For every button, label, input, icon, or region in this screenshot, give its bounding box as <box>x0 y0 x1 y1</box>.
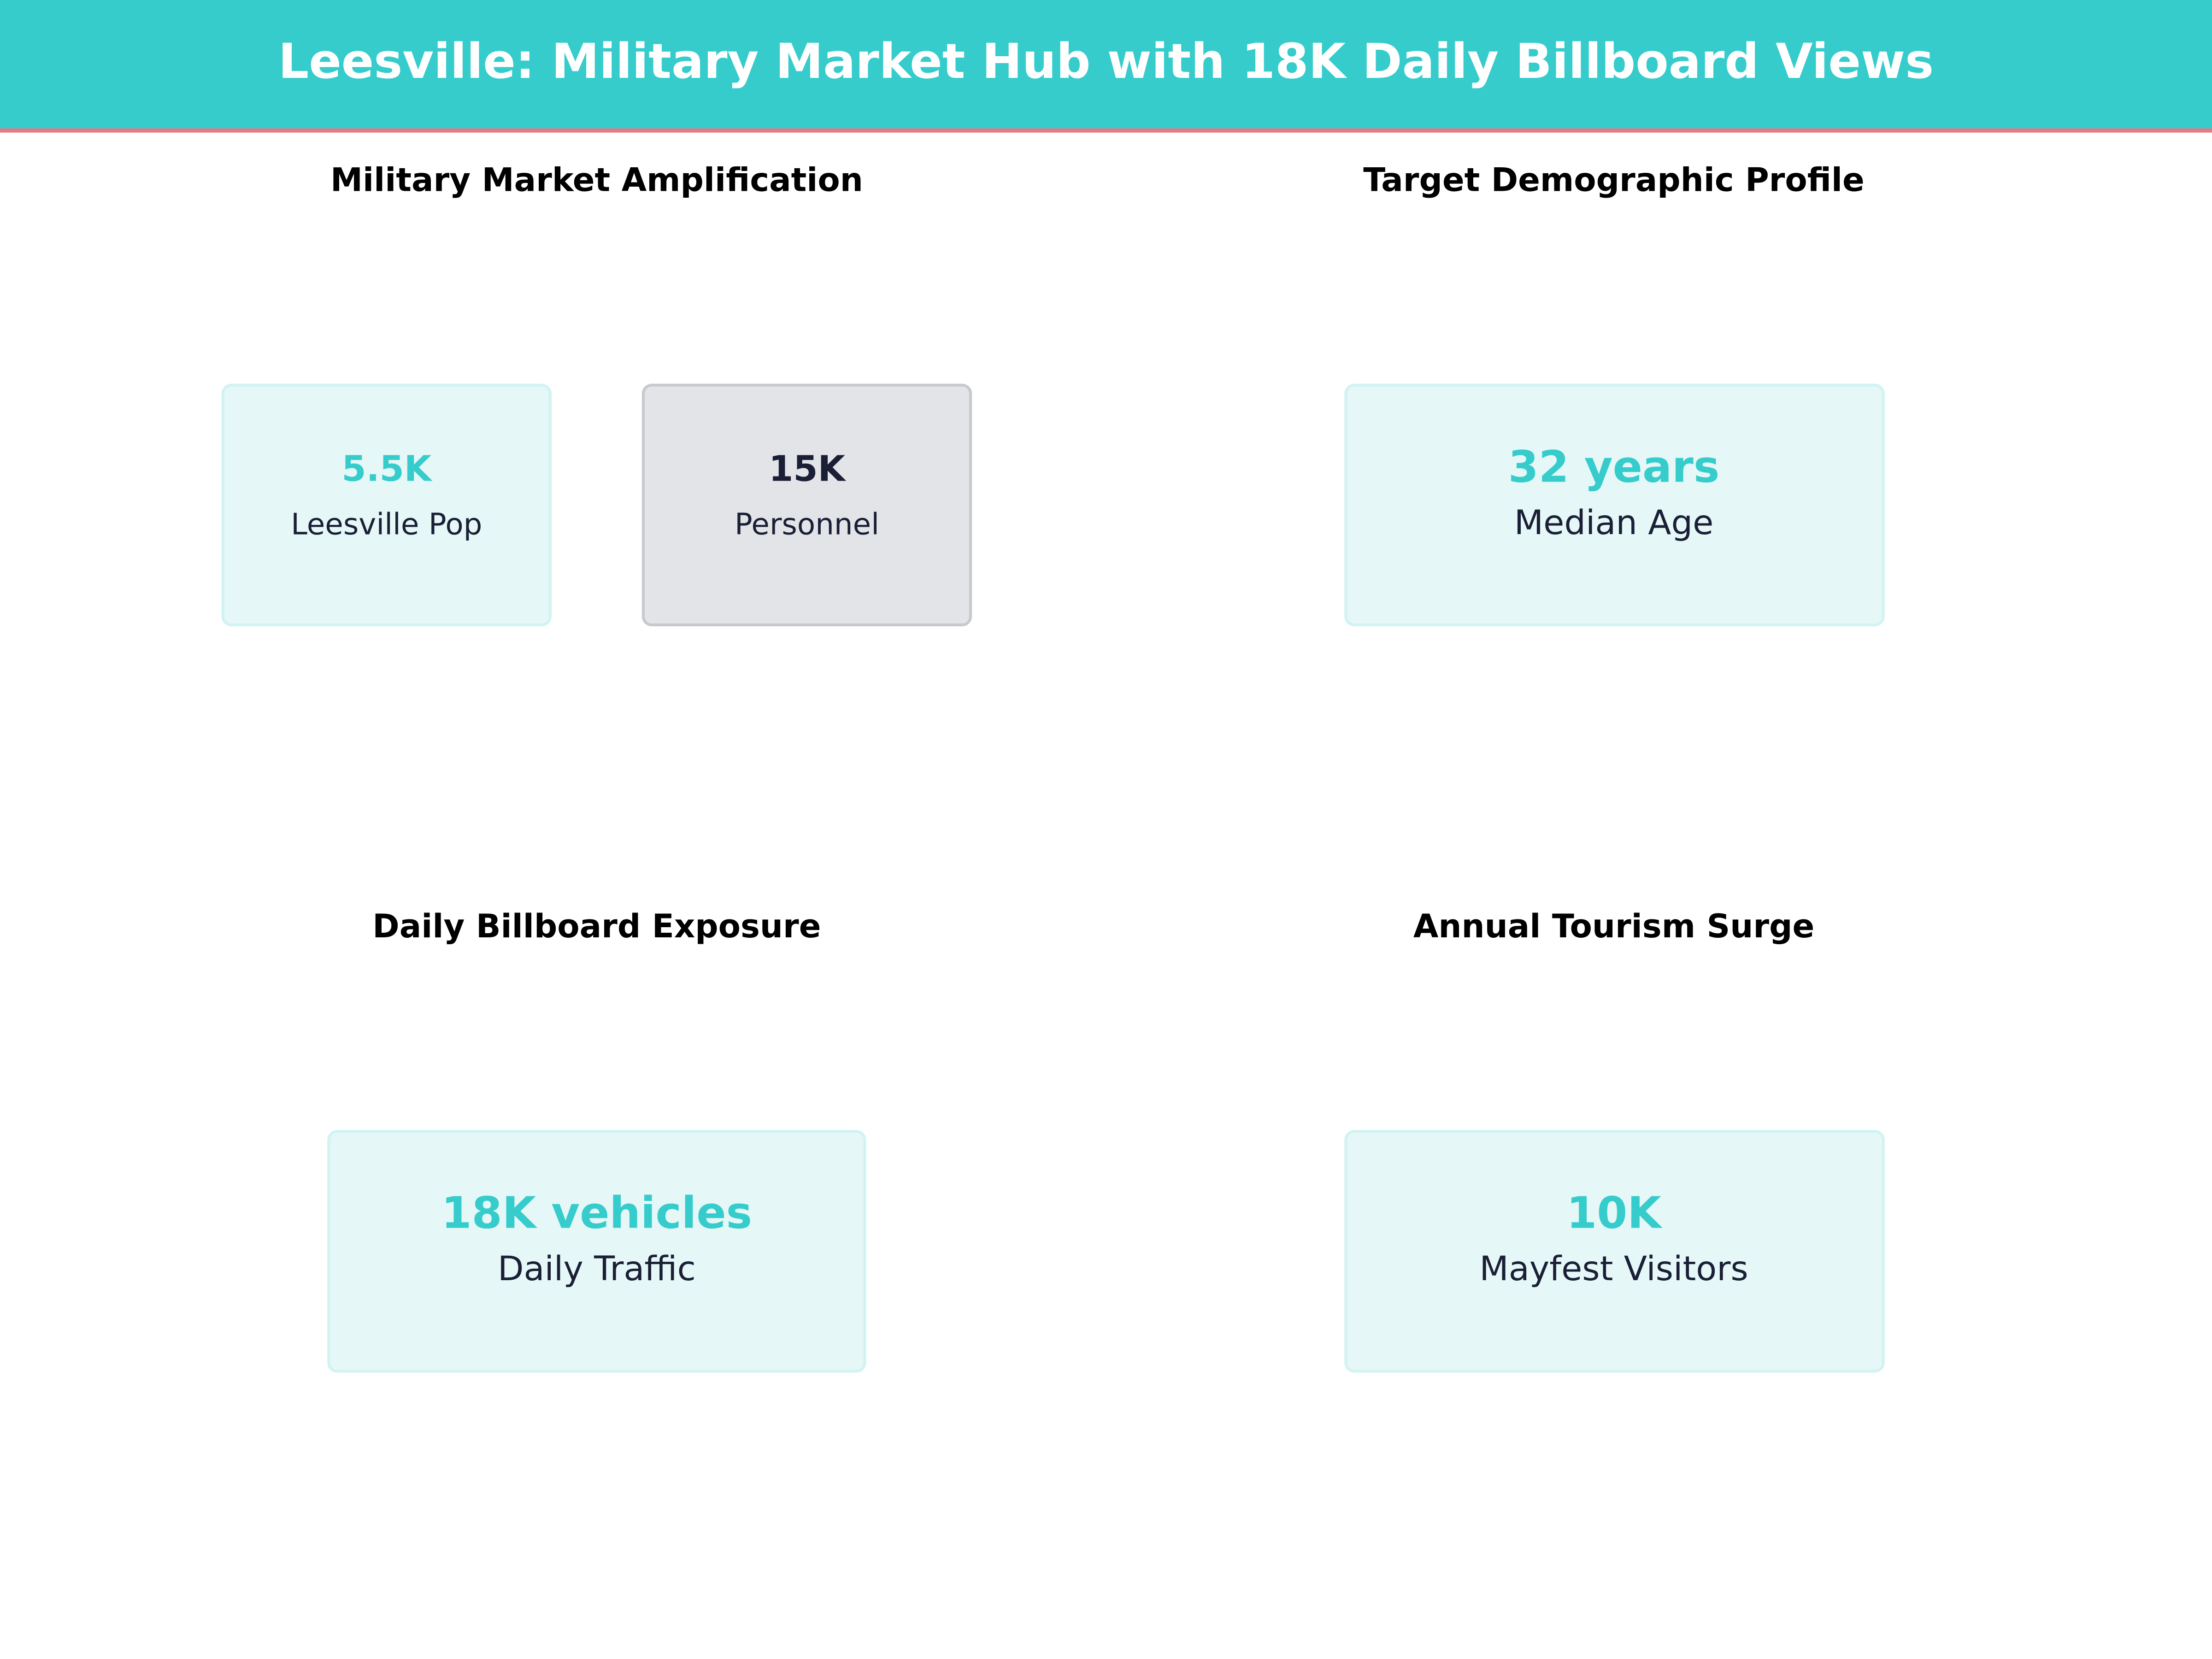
kpi-label: Mayfest Visitors <box>1479 1249 1748 1288</box>
kpi-card <box>1344 1130 1885 1373</box>
panel-title: Daily Billboard Exposure <box>372 907 821 945</box>
kpi-value: 18K vehicles <box>441 1188 752 1239</box>
kpi-value: 15K <box>769 448 846 489</box>
header-rule <box>0 128 2212 133</box>
kpi-value: 5.5K <box>341 448 433 489</box>
kpi-label: Median Age <box>1514 503 1714 542</box>
kpi-value: 32 years <box>1508 441 1720 492</box>
kpi-value: 10K <box>1566 1188 1663 1239</box>
kpi-label: Personnel <box>735 507 879 541</box>
kpi-card <box>221 383 552 627</box>
kpi-card <box>641 383 972 627</box>
header-bar <box>0 0 2212 130</box>
kpi-card <box>327 1130 866 1373</box>
kpi-label: Leesville Pop <box>291 507 482 541</box>
page-title: Leesville: Military Market Hub with 18K … <box>278 33 1934 89</box>
kpi-card <box>1344 383 1885 627</box>
kpi-label: Daily Traffic <box>498 1249 696 1288</box>
panel-title: Military Market Amplification <box>330 161 863 199</box>
panel-title: Annual Tourism Surge <box>1413 907 1814 945</box>
panel-title: Target Demographic Profile <box>1363 161 1864 199</box>
